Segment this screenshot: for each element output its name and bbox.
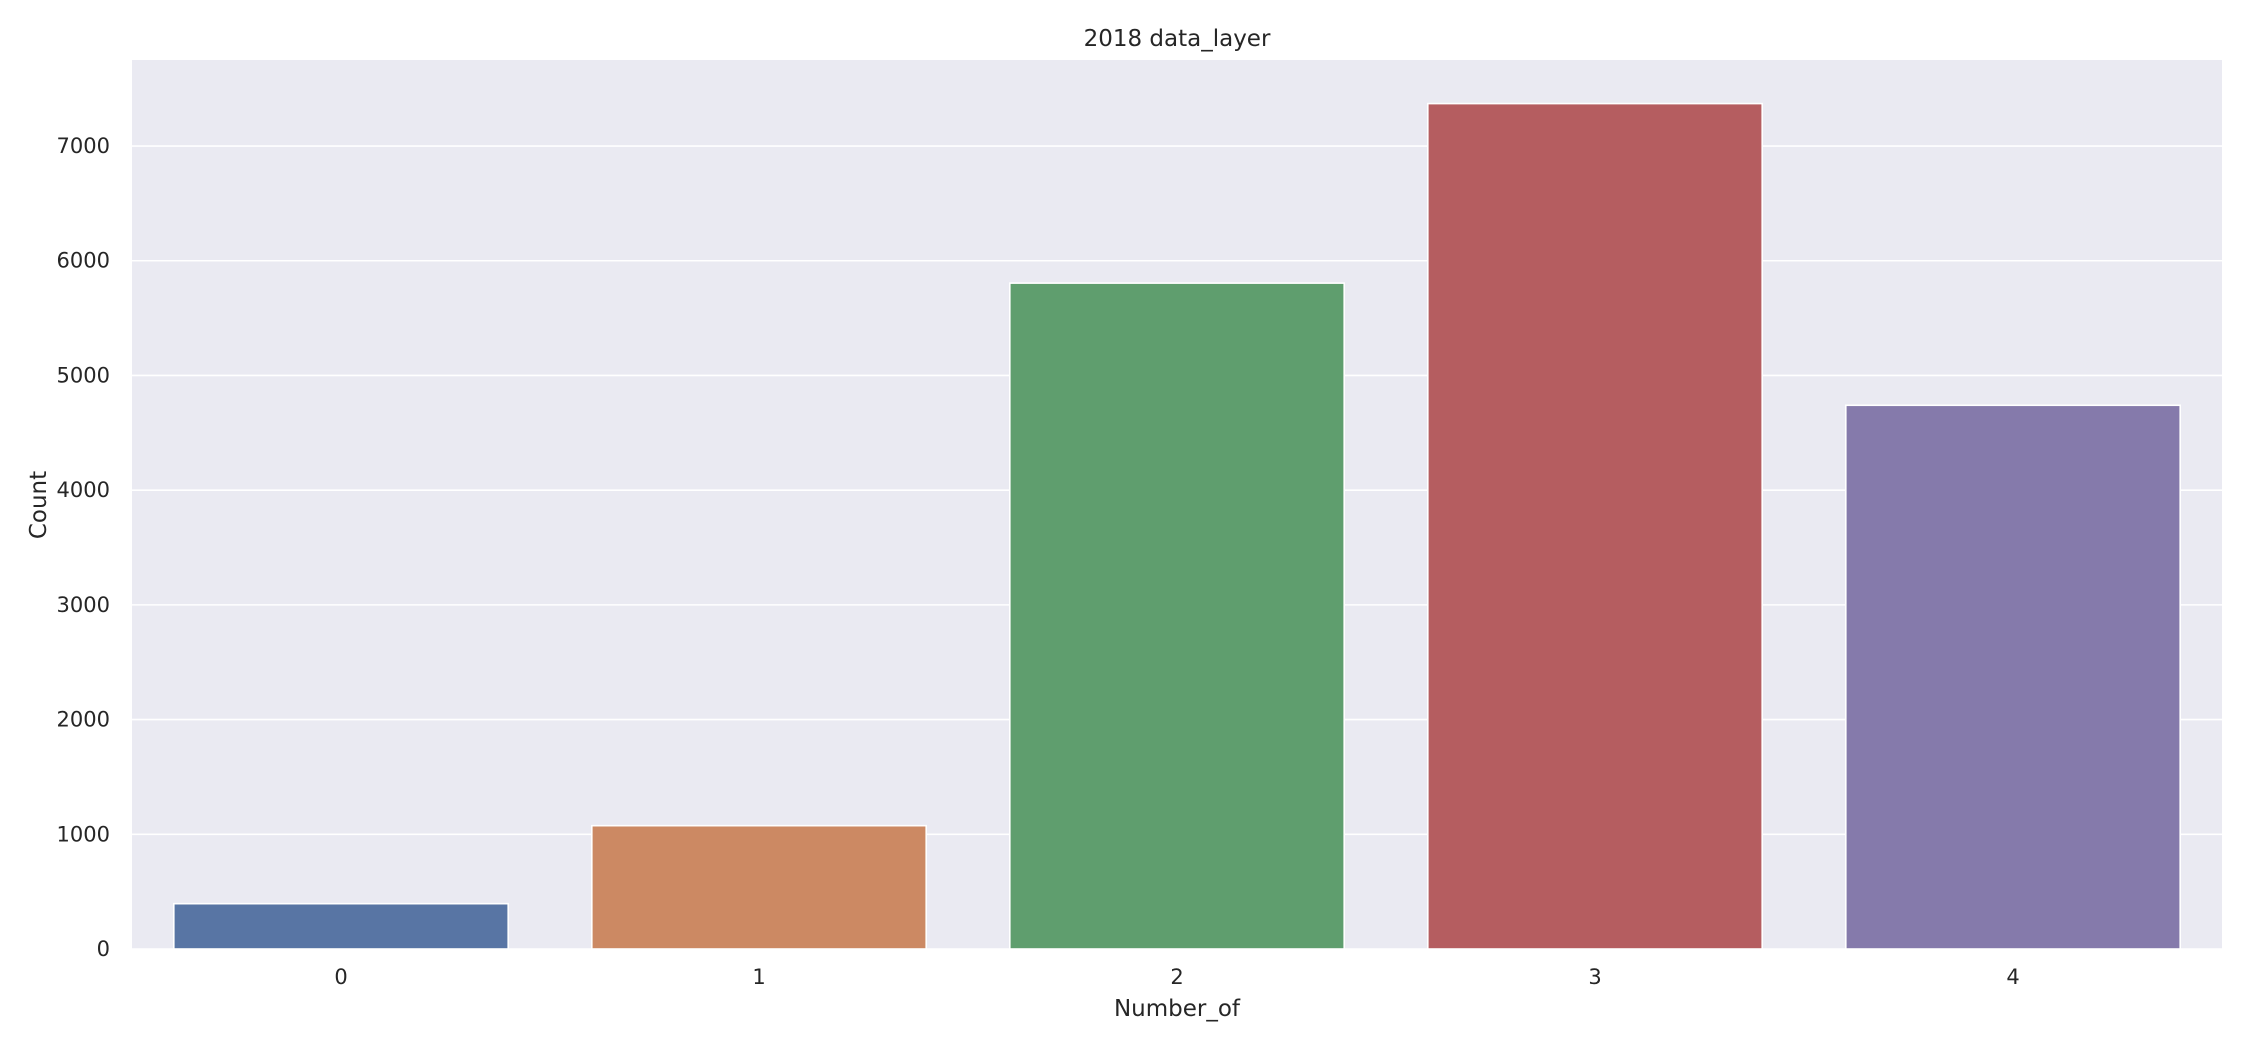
- x-tick-label: 1: [752, 965, 765, 989]
- y-tick-label: 4000: [57, 478, 110, 502]
- x-tick-label: 4: [2006, 965, 2019, 989]
- x-tick-label: 3: [1588, 965, 1601, 989]
- chart-title: 2018 data_layer: [1084, 26, 1271, 52]
- x-tick-labels: 0 1 2 3 4: [334, 965, 2019, 989]
- bar-0: [173, 902, 509, 950]
- bar-3: [1427, 102, 1764, 950]
- x-tick-label: 0: [334, 965, 347, 989]
- y-axis-title: Count: [26, 471, 52, 539]
- y-tick-label: 6000: [57, 249, 110, 273]
- y-tick-label: 3000: [57, 593, 110, 617]
- x-axis-title: Number_of: [1114, 996, 1241, 1022]
- y-tick-label: 1000: [57, 822, 110, 846]
- bar-2: [1008, 282, 1345, 950]
- y-tick-label: 2000: [57, 708, 110, 732]
- y-tick-label: 7000: [57, 134, 110, 158]
- y-tick-labels: 0 1000 2000 3000 4000 5000 6000 7000: [57, 134, 110, 961]
- bar-4: [1845, 404, 2182, 950]
- x-tick-label: 2: [1170, 965, 1183, 989]
- bars: [173, 102, 2182, 950]
- y-tick-label: 5000: [57, 363, 110, 387]
- bar-1: [590, 824, 927, 950]
- y-tick-label: 0: [97, 937, 110, 961]
